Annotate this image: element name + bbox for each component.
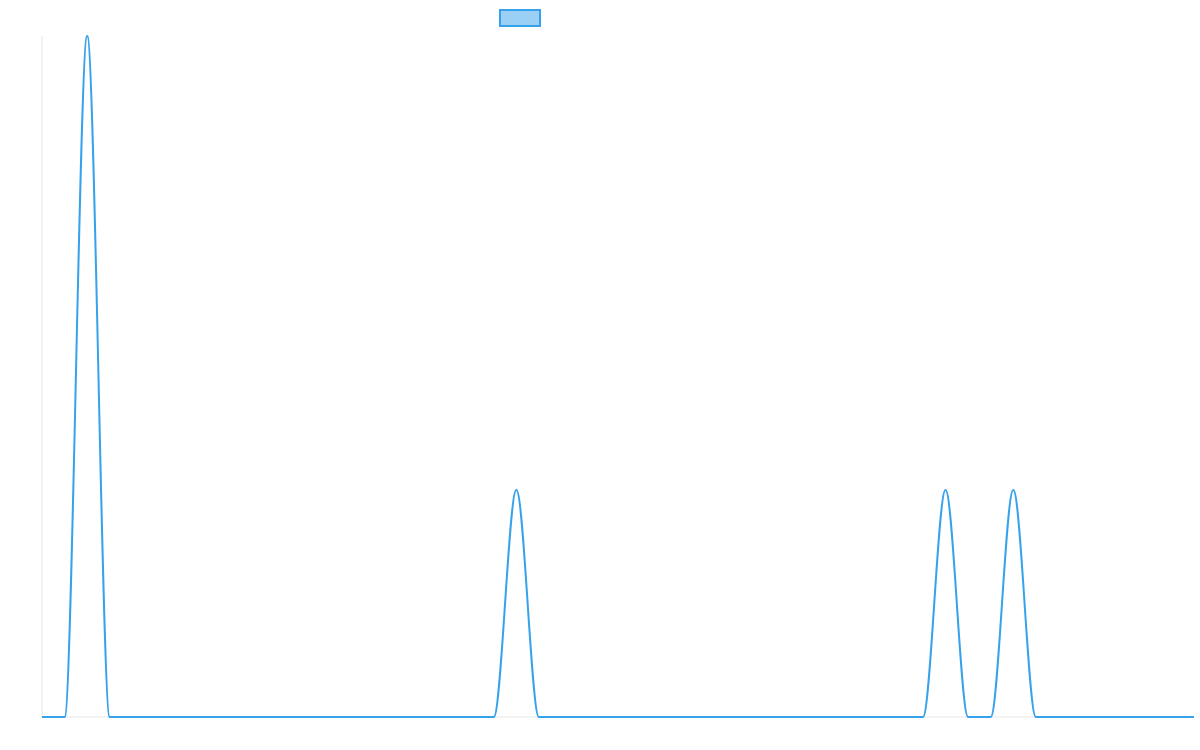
axes (41, 36, 1194, 718)
series-layer (41, 35, 1194, 719)
legend-swatch-0[interactable] (499, 9, 541, 27)
legend[interactable] (499, 9, 541, 27)
series-line-0 (41, 35, 1194, 719)
